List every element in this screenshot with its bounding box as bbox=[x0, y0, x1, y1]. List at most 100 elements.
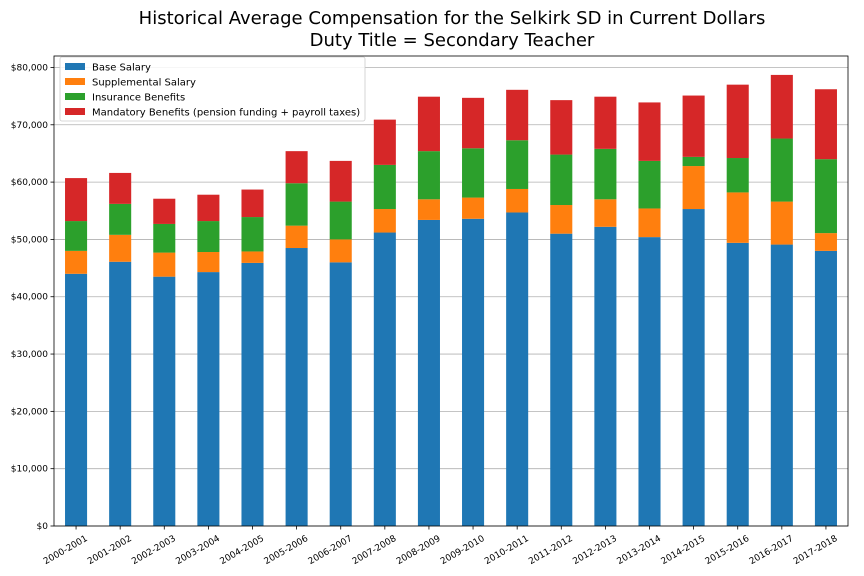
bar-segment bbox=[682, 209, 705, 526]
bar-segment bbox=[241, 262, 264, 526]
bar-segment bbox=[153, 198, 176, 224]
x-tick-label: 2012-2013 bbox=[571, 534, 618, 567]
bar-segment bbox=[770, 138, 793, 202]
bar-segment bbox=[638, 102, 661, 161]
bar-segment bbox=[241, 251, 264, 263]
bar-segment bbox=[594, 226, 617, 526]
bar-segment bbox=[638, 237, 661, 526]
bar-segment bbox=[285, 183, 308, 226]
bar-segment bbox=[770, 74, 793, 139]
bar-segment bbox=[417, 199, 440, 220]
legend-label: Mandatory Benefits (pension funding + pa… bbox=[92, 108, 360, 119]
x-tick-label: 2005-2006 bbox=[263, 534, 311, 567]
legend-swatch bbox=[65, 63, 85, 70]
axes-frame bbox=[53, 55, 849, 527]
plot-area bbox=[54, 56, 848, 526]
x-tick-label: 2015-2016 bbox=[704, 534, 752, 567]
bar-segment bbox=[241, 217, 264, 252]
bar-segment bbox=[373, 119, 396, 165]
legend-label: Supplemental Salary bbox=[92, 78, 196, 89]
x-tick-label: 2006-2007 bbox=[307, 534, 354, 567]
bar-segment bbox=[285, 225, 308, 249]
bar-segment bbox=[814, 89, 837, 160]
bar-segment bbox=[726, 158, 749, 193]
chart-title: Historical Average Compensation for the … bbox=[0, 8, 864, 52]
bar-segment bbox=[506, 89, 529, 141]
bar-segment bbox=[65, 221, 88, 251]
y-tick-label: $50,000 bbox=[11, 235, 48, 245]
x-tick-label: 2014-2015 bbox=[660, 534, 707, 567]
bar-segment bbox=[285, 248, 308, 526]
bar-segment bbox=[373, 232, 396, 526]
bar-segment bbox=[109, 234, 132, 262]
x-tick-label: 2002-2003 bbox=[130, 534, 177, 567]
bar-segment bbox=[594, 148, 617, 200]
bar-segment bbox=[550, 205, 573, 234]
bar-segment bbox=[638, 208, 661, 238]
x-tick-label: 2004-2005 bbox=[219, 534, 266, 567]
bar-segment bbox=[462, 197, 485, 219]
bar-segment bbox=[726, 192, 749, 243]
bar-segment bbox=[550, 100, 573, 155]
bar-segment bbox=[109, 203, 132, 235]
bar-segment bbox=[726, 84, 749, 159]
bar-segment bbox=[594, 96, 617, 149]
bar-segment bbox=[373, 209, 396, 233]
bar-segment bbox=[197, 194, 220, 222]
bar-segment bbox=[814, 233, 837, 251]
bar-segment bbox=[770, 244, 793, 526]
bar-segment bbox=[506, 212, 529, 526]
bar-segment bbox=[506, 140, 529, 189]
y-tick-label: $10,000 bbox=[11, 465, 48, 475]
bar-segment bbox=[241, 189, 264, 218]
bar-segment bbox=[65, 250, 88, 274]
x-tick-label: 2008-2009 bbox=[395, 534, 443, 567]
bar-segment bbox=[285, 151, 308, 184]
bar-segment bbox=[373, 164, 396, 210]
bar-segment bbox=[109, 172, 132, 204]
y-tick-label: $20,000 bbox=[11, 407, 48, 417]
legend-swatch bbox=[65, 78, 85, 85]
legend-swatch bbox=[65, 108, 85, 115]
bar-segment bbox=[726, 242, 749, 527]
bar-segment bbox=[197, 272, 220, 526]
bar-segment bbox=[329, 239, 352, 263]
y-tick-label: $70,000 bbox=[11, 121, 48, 131]
bar-segment bbox=[153, 276, 176, 526]
bar-segment bbox=[814, 250, 837, 526]
y-tick-label: $40,000 bbox=[11, 293, 48, 303]
legend: Base Salary Supplemental Salary Insurance … bbox=[59, 56, 366, 122]
y-tick-label: $0 bbox=[37, 522, 49, 532]
bar-segment bbox=[197, 221, 220, 253]
legend-label: Insurance Benefits bbox=[92, 93, 185, 104]
bar-segment bbox=[329, 201, 352, 240]
y-tick-label: $30,000 bbox=[11, 350, 48, 360]
bar-segment bbox=[417, 151, 440, 200]
bar-segment bbox=[682, 95, 705, 157]
y-tick-label: $60,000 bbox=[11, 178, 48, 188]
x-tick-label: 2010-2011 bbox=[483, 534, 530, 567]
bar-segment bbox=[329, 160, 352, 202]
x-tick-label: 2013-2014 bbox=[616, 534, 664, 567]
bar-segment bbox=[770, 201, 793, 245]
bar-segment bbox=[462, 148, 485, 198]
bar-segment bbox=[814, 159, 837, 234]
bar-segment bbox=[109, 261, 132, 526]
bar-segment bbox=[638, 160, 661, 209]
bar-segment bbox=[462, 97, 485, 149]
legend-label: Base Salary bbox=[92, 63, 151, 74]
bar-segment bbox=[594, 199, 617, 227]
legend-box bbox=[59, 56, 366, 122]
bar-segment bbox=[329, 262, 352, 526]
x-tick-label: 2016-2017 bbox=[748, 534, 795, 567]
x-tick-label: 2001-2002 bbox=[86, 534, 133, 567]
bar-segment bbox=[65, 178, 88, 222]
chart-subtitle: Duty Title = Secondary Teacher bbox=[309, 30, 595, 51]
bar-segment bbox=[550, 233, 573, 526]
bar-segment bbox=[153, 252, 176, 277]
x-tick-label: 2017-2018 bbox=[792, 534, 840, 567]
bar-segment bbox=[506, 188, 529, 213]
legend-swatch bbox=[65, 93, 85, 100]
x-tick-label: 2007-2008 bbox=[351, 534, 399, 567]
